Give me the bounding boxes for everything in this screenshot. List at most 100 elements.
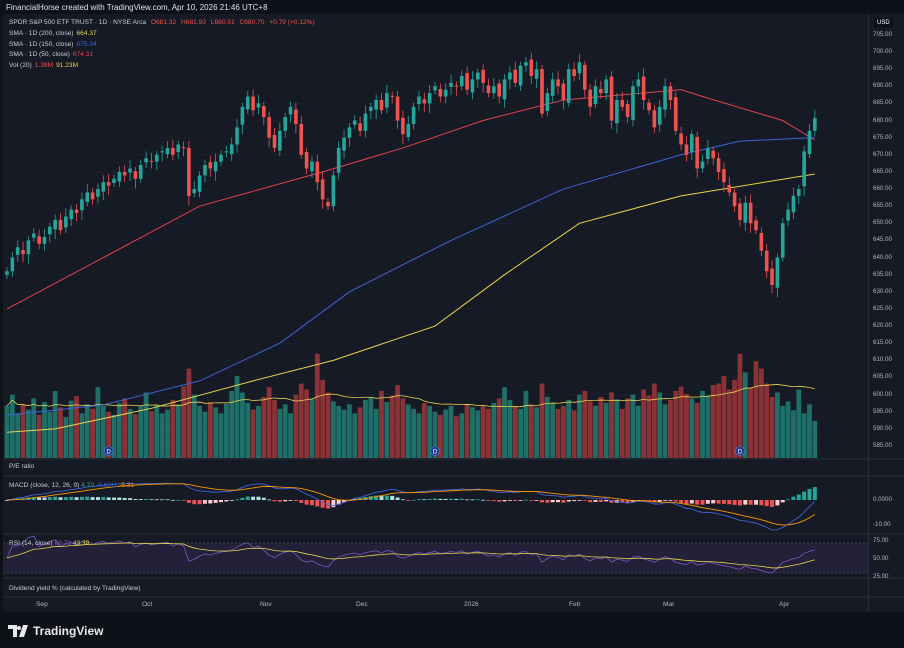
- sma200-legend: SMA · 1D (200, close) 664.37: [9, 29, 318, 40]
- volume-bar: [341, 409, 347, 458]
- time-axis-label: Mar: [663, 601, 675, 608]
- macd-label[interactable]: MACD (close, 12, 26, 9): [9, 482, 80, 489]
- candle-body: [401, 117, 405, 135]
- macd-histogram-bar: [641, 500, 646, 501]
- macd-histogram-bar: [336, 500, 341, 505]
- candle-body: [518, 65, 523, 86]
- price-tick-label: 590.00: [873, 424, 892, 432]
- candle-body: [299, 123, 304, 155]
- volume-bar: [330, 401, 336, 458]
- volume-bar: [95, 387, 101, 458]
- sma150-label[interactable]: SMA · 1D (150, close): [9, 40, 74, 48]
- sma200-label[interactable]: SMA · 1D (200, close): [9, 29, 74, 37]
- macd-histogram-bar: [507, 500, 512, 501]
- volume-bar: [812, 420, 818, 458]
- candle-body: [813, 118, 817, 131]
- candle-body: [625, 104, 630, 118]
- volume-bar: [603, 402, 609, 458]
- macd-histogram-bar: [181, 500, 186, 501]
- pe-ratio-label[interactable]: P/E ratio: [9, 463, 35, 470]
- volume-bar: [486, 408, 491, 458]
- candle-body: [647, 102, 651, 111]
- candle-body: [775, 257, 780, 288]
- macd-histogram-bar: [47, 497, 52, 500]
- volume-bar: [373, 408, 379, 458]
- macd-histogram-bar: [85, 496, 90, 500]
- macd-histogram-bar: [192, 500, 197, 505]
- macd-histogram-bar: [459, 498, 464, 500]
- macd-histogram-bar: [170, 499, 175, 501]
- volume-bar: [801, 413, 807, 458]
- chart-area[interactable]: [3, 14, 868, 612]
- candle-body: [508, 72, 512, 80]
- vol-label[interactable]: Vol (20): [9, 62, 32, 70]
- rsi-tick-label: 25.00: [873, 573, 889, 580]
- candle-body: [342, 137, 346, 151]
- rsi-label[interactable]: RSI (14, close): [9, 540, 53, 547]
- ohlc-low: L680.51: [210, 19, 235, 26]
- candle-body: [791, 195, 796, 213]
- symbol-name[interactable]: SPDR S&P 500 ETF TRUST · 1D · NYSE Arca: [9, 19, 147, 26]
- candle-body: [219, 154, 223, 162]
- macd-histogram-bar: [74, 497, 79, 500]
- macd-histogram-bar: [523, 499, 528, 501]
- macd-histogram-bar: [186, 500, 191, 503]
- volume-bar: [106, 411, 112, 458]
- candle-body: [256, 103, 261, 108]
- candle-body: [10, 257, 15, 272]
- volume-bar: [421, 402, 427, 458]
- volume-bar: [234, 376, 240, 458]
- macd-histogram-bar: [374, 495, 379, 500]
- macd-histogram-bar: [743, 500, 748, 505]
- currency-button[interactable]: USD: [874, 18, 893, 28]
- candle-body: [406, 123, 411, 137]
- candle-body: [695, 136, 699, 169]
- price-tick-label: 700.00: [873, 48, 892, 55]
- macd-histogram-bar: [256, 496, 261, 500]
- price-axis[interactable]: [868, 14, 904, 612]
- dividend-yield-label[interactable]: Dividend yield % (calculated by TradingV…: [9, 585, 141, 592]
- macd-histogram-bar: [652, 500, 657, 503]
- candle-body: [106, 182, 111, 186]
- candle-body: [37, 236, 41, 244]
- volume-bar: [186, 368, 192, 458]
- macd-histogram-bar: [208, 500, 213, 504]
- volume-bar: [100, 405, 106, 458]
- volume-bar: [480, 405, 486, 458]
- macd-histogram-bar: [261, 497, 266, 500]
- candle-body: [390, 95, 394, 97]
- time-axis-label: 2026: [464, 601, 479, 608]
- candle-body: [417, 96, 421, 105]
- macd-histogram-bar: [588, 500, 593, 503]
- volume-bar: [84, 404, 90, 458]
- tradingview-logo-icon: [8, 625, 28, 637]
- macd-histogram-bar: [128, 498, 133, 500]
- volume-bar: [678, 386, 684, 458]
- volume-bar: [657, 392, 663, 458]
- volume-bar: [758, 368, 764, 458]
- candle-body: [700, 161, 705, 169]
- volume-bar: [673, 390, 679, 458]
- macd-histogram-bar: [486, 500, 491, 501]
- volume-bar: [448, 405, 454, 458]
- volume-bar: [475, 410, 481, 458]
- price-tick-label: 635.00: [873, 270, 892, 278]
- sma150-line: [6, 137, 815, 416]
- candle-body: [438, 89, 443, 97]
- sma50-label[interactable]: SMA · 1D (50, close): [9, 51, 70, 59]
- volume-bar: [662, 404, 668, 458]
- macd-histogram-bar: [138, 499, 143, 500]
- price-tick-label: 615.00: [873, 339, 892, 347]
- macd-histogram-bar: [764, 500, 769, 507]
- candle-body: [690, 134, 694, 153]
- candle-body: [433, 86, 437, 91]
- volume-bar: [309, 398, 315, 458]
- volume-bar: [721, 376, 727, 458]
- volume-bar: [700, 390, 705, 458]
- candle-body: [138, 165, 143, 179]
- volume-bar: [726, 389, 732, 458]
- vol-value: 1.39M: [34, 62, 54, 70]
- macd-histogram-bar: [647, 500, 651, 502]
- macd-histogram-bar: [609, 500, 614, 503]
- candle-body: [133, 171, 138, 179]
